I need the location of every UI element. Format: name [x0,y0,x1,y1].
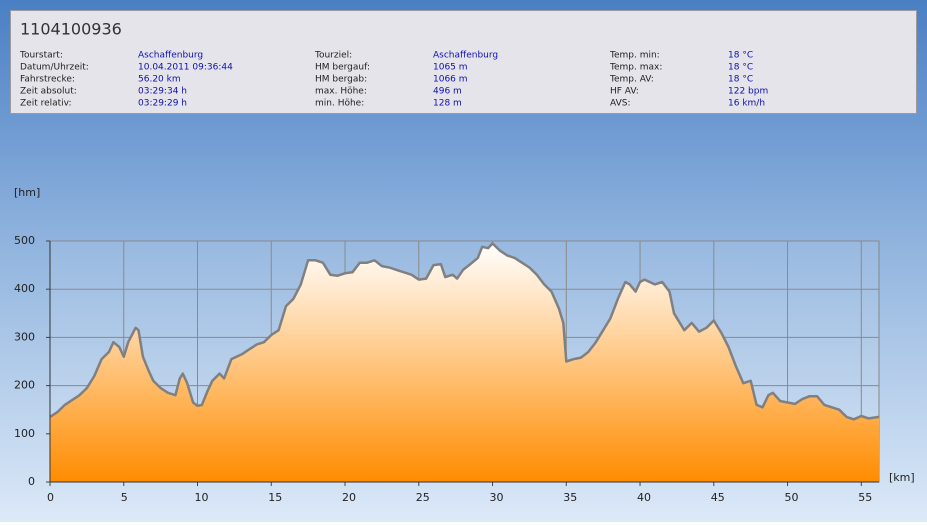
field-value: 128 m [433,99,462,109]
field-value: 1065 m [433,63,468,73]
field-value: 496 m [433,87,462,97]
field-value: 03:29:29 h [138,99,187,109]
field-value: 03:29:34 h [138,87,187,97]
line [49,242,880,421]
y-axis-label: [hm] [14,186,40,199]
field-label: max. Höhe: [315,87,367,97]
field-value: 56.20 km [138,75,181,85]
x-tick-label: 15 [268,491,282,504]
field-label: HF AV: [610,87,639,97]
x-tick-label: 20 [342,491,356,504]
y-tick-label: 500 [14,234,35,247]
field-label: Zeit absolut: [20,87,77,97]
y-tick-label: 300 [14,330,35,343]
field-label: Temp. max: [609,63,662,73]
y-tick-label: 400 [14,282,35,295]
field-label: Fahrstrecke: [20,75,75,85]
field-label: Temp. AV: [609,75,654,85]
info-panel [10,10,917,114]
field-label: Datum/Uhrzeit: [20,63,89,73]
title: 1104100936 [20,20,122,39]
x-tick-label: 5 [121,491,128,504]
field-value: 16 km/h [728,99,765,109]
field-label: HM bergauf: [315,63,370,73]
field-value: 18 °C [728,75,753,85]
x-tick-label: 45 [711,491,725,504]
field-value: Aschaffenburg [138,51,203,61]
field-label: min. Höhe: [315,99,364,109]
field-value: 18 °C [728,51,753,61]
x-tick-label: 55 [858,491,872,504]
field-label: HM bergab: [315,75,367,85]
x-axis-label: [km] [889,471,915,484]
x-tick-label: 10 [195,491,209,504]
x-tick-label: 30 [490,491,504,504]
field-label: Temp. min: [609,51,660,61]
y-tick-label: 200 [14,379,35,392]
field-value: 1066 m [433,75,468,85]
x-tick-label: 50 [785,491,799,504]
y-tick-label: 0 [28,475,35,488]
field-value: 18 °C [728,63,753,73]
field-label: AVS: [610,99,630,109]
field-value: Aschaffenburg [433,51,498,61]
x-tick-label: 35 [563,491,577,504]
field-value: 10.04.2011 09:36:44 [138,63,233,73]
field-label: Tourziel: [314,51,352,61]
x-tick-label: 25 [416,491,430,504]
x-tick-label: 40 [637,491,651,504]
y-tick-label: 100 [14,427,35,440]
field-value: 122 bpm [728,87,768,97]
field-label: Tourstart: [19,51,63,61]
x-tick-label: 0 [47,491,54,504]
field-label: Zeit relativ: [20,99,72,109]
